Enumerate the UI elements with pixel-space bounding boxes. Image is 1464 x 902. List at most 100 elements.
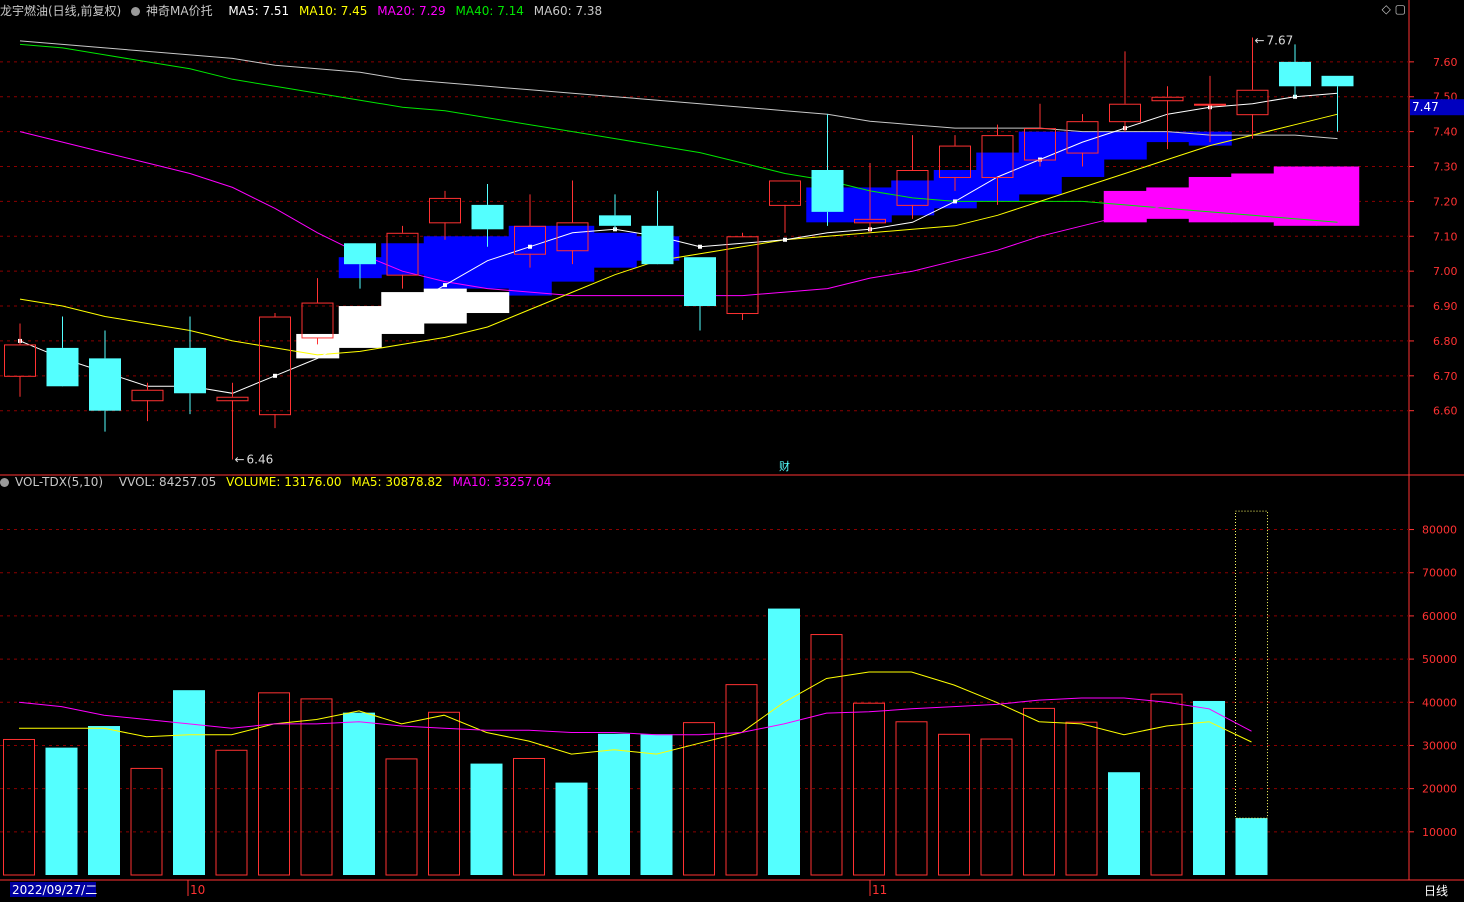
volume-bar xyxy=(1023,707,1055,876)
window-icon[interactable]: ▢ xyxy=(1394,2,1406,16)
price-tick-label: 6.70 xyxy=(1433,370,1458,383)
finance-marker[interactable]: 财 xyxy=(779,459,790,473)
ma-band-magenta xyxy=(1146,187,1190,219)
candle-body xyxy=(1236,89,1269,116)
stock-title[interactable]: 龙宇燃油(日线,前复权) xyxy=(0,4,122,18)
volume-bar xyxy=(130,767,163,876)
volume-panel-header: VOL-TDX(5,10) VVOL: 84257.05 VOLUME: 131… xyxy=(0,475,557,493)
panel-corner-icons: ◇ ▢ xyxy=(1382,2,1406,16)
vol-toggle-icon[interactable] xyxy=(0,478,9,487)
candle-body xyxy=(216,396,249,402)
volume-bar xyxy=(895,721,928,876)
volume-bar xyxy=(173,690,205,875)
volume-bar xyxy=(938,733,970,876)
volume-bar xyxy=(810,634,843,876)
ma-band-blue xyxy=(381,243,425,275)
candle-body xyxy=(131,389,164,402)
current-price-label: 7.47 xyxy=(1412,100,1439,114)
candle-body xyxy=(386,232,419,276)
ma20-value: MA20: 7.29 xyxy=(377,4,446,18)
ma-band-blue xyxy=(423,236,467,289)
volume-bar xyxy=(640,734,673,875)
candle-body xyxy=(769,180,801,206)
ma-band-white xyxy=(423,288,467,324)
volume-tick-label: 40000 xyxy=(1422,696,1457,709)
candle-body xyxy=(1279,61,1311,87)
vol-ma10-value: MA10: 33257.04 xyxy=(452,475,552,489)
volume-bar xyxy=(385,758,418,876)
vol-indicator[interactable]: VOL-TDX(5,10) xyxy=(0,475,109,489)
volume-bar xyxy=(1193,700,1225,875)
candle-body xyxy=(556,222,589,252)
volume-bar xyxy=(513,757,545,876)
candle-body xyxy=(1194,103,1226,106)
indicator-toggle-icon[interactable] xyxy=(131,7,141,16)
volume-bar xyxy=(343,712,375,875)
volume-bar xyxy=(1235,818,1268,875)
volume-tick-label: 20000 xyxy=(1422,783,1457,796)
diamond-icon[interactable]: ◇ xyxy=(1381,2,1391,16)
date-box xyxy=(10,882,96,897)
volume-ma10-line xyxy=(18,697,1252,736)
month-label-10: 10 xyxy=(190,883,205,897)
ma5-marker xyxy=(358,331,362,336)
ma40-value: MA40: 7.14 xyxy=(455,4,524,18)
period-label[interactable]: 日线 xyxy=(1424,884,1448,898)
volume-bar xyxy=(768,608,800,875)
volume-bar xyxy=(1065,721,1098,876)
price-panel-header: 龙宇燃油(日线,前复权) 神奇MA价托 MA5: 7.51 MA10: 7.45… xyxy=(0,2,608,20)
volume-bar xyxy=(3,738,35,876)
ma-band-magenta xyxy=(1103,190,1147,223)
volume-tick-label: 30000 xyxy=(1422,739,1457,752)
price-tick-label: 7.20 xyxy=(1433,195,1458,208)
price-tick-label: 7.30 xyxy=(1433,161,1458,174)
volume-bar xyxy=(598,733,630,875)
ma5-marker xyxy=(953,199,957,204)
volume-bar xyxy=(428,711,460,876)
ma-band-magenta xyxy=(1273,166,1317,226)
volume-bar xyxy=(215,749,248,876)
ma5-marker xyxy=(698,244,702,249)
ma5-marker xyxy=(528,244,532,249)
high-arrow: ← xyxy=(1255,33,1265,47)
candle-body xyxy=(89,358,121,411)
candle-body xyxy=(344,243,376,265)
candle-body xyxy=(939,145,971,178)
ma5-marker xyxy=(273,373,277,378)
candle-body xyxy=(1151,96,1184,102)
candle-body xyxy=(684,257,716,307)
vvol-value: VVOL: 84257.05 xyxy=(118,475,217,489)
high-price-label: 7.67 xyxy=(1267,33,1294,47)
candle-body xyxy=(1066,121,1099,154)
volume-value: VOLUME: 13176.00 xyxy=(226,475,342,489)
volume-bar xyxy=(853,702,885,876)
candle-body xyxy=(259,316,291,416)
low-arrow: ← xyxy=(235,453,245,467)
candle-body xyxy=(4,344,36,377)
ma20-line xyxy=(19,131,1338,297)
ma60-value: MA60: 7.38 xyxy=(533,4,603,18)
volume-bar xyxy=(1150,693,1183,876)
price-tick-label: 6.90 xyxy=(1433,300,1458,313)
candle-body xyxy=(174,347,206,394)
ma-band-magenta xyxy=(1188,176,1232,223)
volume-bar xyxy=(683,722,715,876)
candle-body xyxy=(429,197,461,224)
volume-bar xyxy=(725,684,758,876)
candle-body xyxy=(981,135,1014,178)
volume-bar xyxy=(300,698,333,876)
candle-body xyxy=(46,347,79,387)
candle-body xyxy=(301,302,334,339)
price-tick-label: 6.80 xyxy=(1433,335,1458,348)
ma60-line xyxy=(19,40,1338,140)
volume-tick-label: 50000 xyxy=(1422,653,1457,666)
candle-body xyxy=(599,215,631,226)
price-tick-label: 7.60 xyxy=(1433,56,1458,69)
virtual-volume-box xyxy=(1235,510,1268,819)
ma40-line xyxy=(19,43,1338,223)
ma5-line xyxy=(19,92,1338,394)
indicator-name[interactable]: 神奇MA价托 xyxy=(131,4,219,18)
volume-tick-label: 70000 xyxy=(1422,567,1457,580)
price-tick-label: 7.10 xyxy=(1433,230,1458,243)
